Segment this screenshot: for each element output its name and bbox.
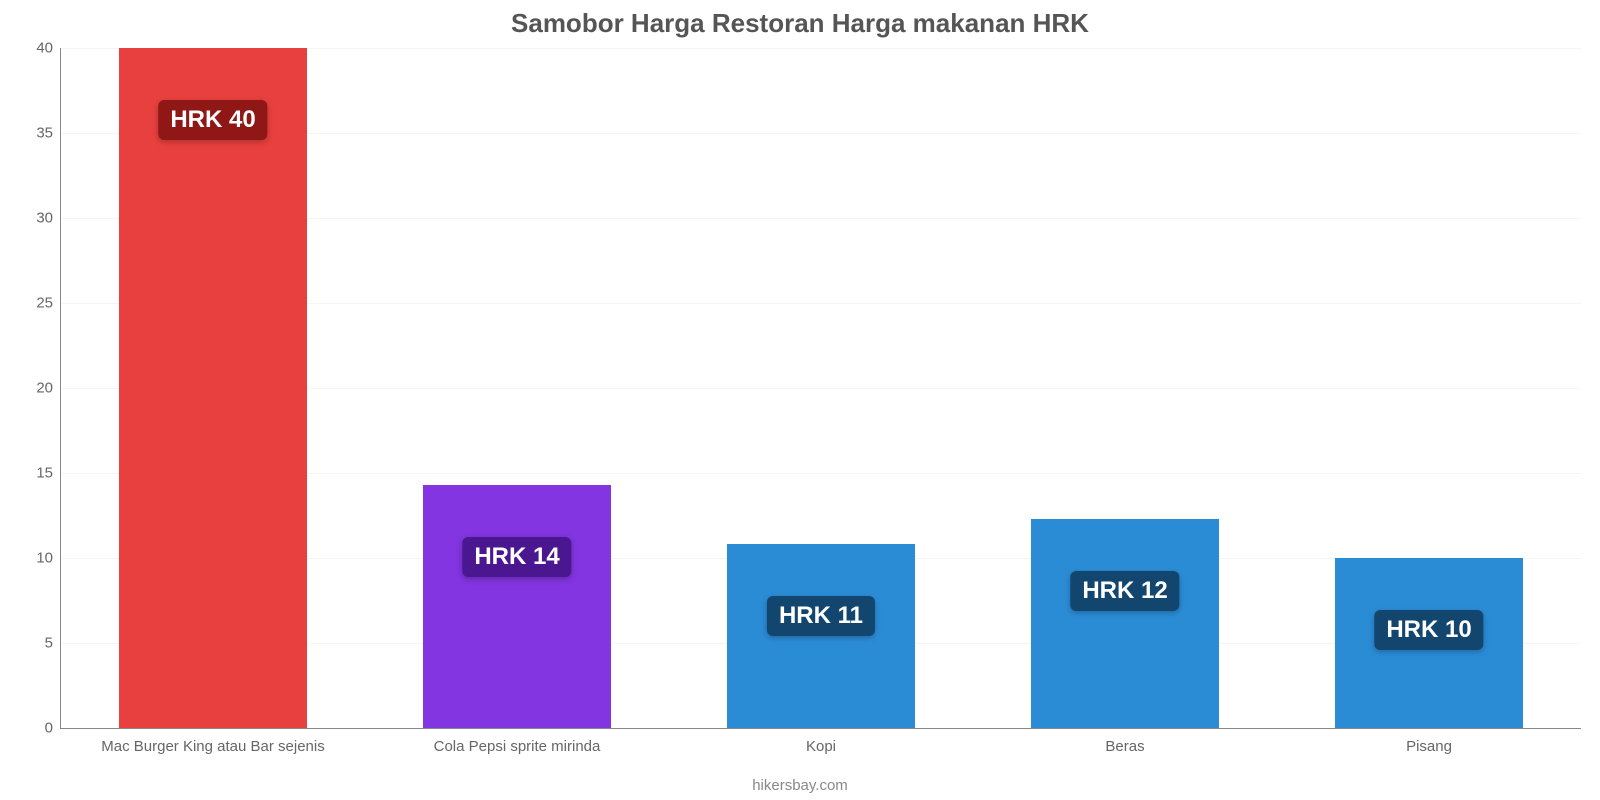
value-badge: HRK 14 — [462, 537, 571, 577]
chart-container: Samobor Harga Restoran Harga makanan HRK… — [0, 0, 1600, 800]
x-tick-label: Cola Pepsi sprite mirinda — [434, 728, 601, 755]
plot-area: 0510152025303540HRK 40Mac Burger King at… — [60, 48, 1581, 729]
bar — [1031, 519, 1219, 728]
y-tick-label: 20 — [36, 380, 61, 397]
bar — [119, 48, 307, 728]
source-label: hikersbay.com — [0, 777, 1600, 794]
y-tick-label: 5 — [45, 635, 61, 652]
x-tick-label: Mac Burger King atau Bar sejenis — [101, 728, 324, 755]
value-badge: HRK 11 — [767, 596, 875, 636]
y-tick-label: 40 — [36, 40, 61, 57]
value-badge: HRK 12 — [1070, 571, 1179, 611]
x-tick-label: Beras — [1105, 728, 1144, 755]
x-tick-label: Kopi — [806, 728, 836, 755]
x-tick-label: Pisang — [1406, 728, 1452, 755]
y-tick-label: 35 — [36, 125, 61, 142]
y-tick-label: 0 — [45, 720, 61, 737]
value-badge: HRK 40 — [158, 100, 267, 140]
y-tick-label: 10 — [36, 550, 61, 567]
y-tick-label: 15 — [36, 465, 61, 482]
value-badge: HRK 10 — [1374, 610, 1483, 650]
y-tick-label: 30 — [36, 210, 61, 227]
y-tick-label: 25 — [36, 295, 61, 312]
bar — [423, 485, 611, 728]
chart-title: Samobor Harga Restoran Harga makanan HRK — [0, 8, 1600, 39]
